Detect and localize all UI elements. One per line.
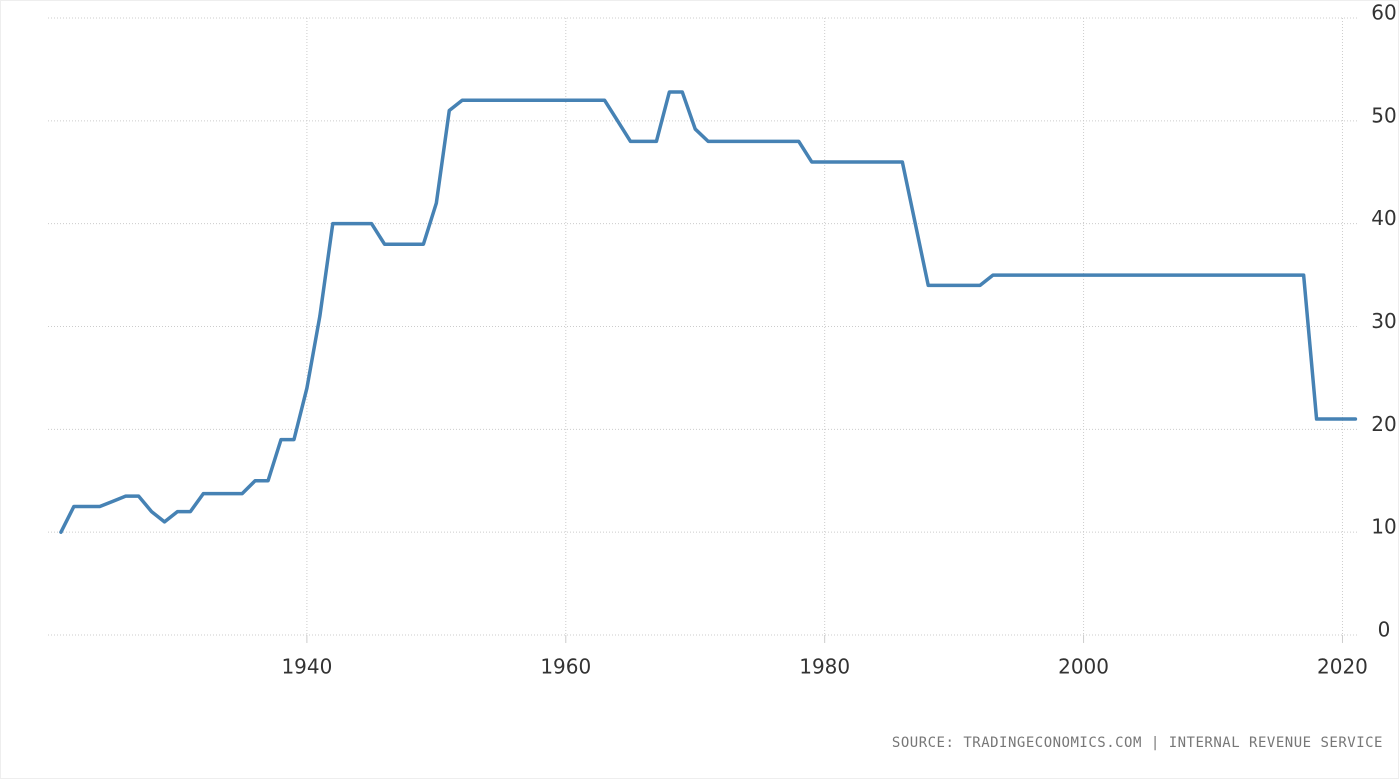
source: SOURCE: TRADINGECONOMICS.COM | INTERNAL … — [892, 735, 1383, 751]
line — [59, 90, 1358, 534]
y-tick-label: 60 — [1371, 1, 1396, 25]
x-tick-label: 2020 — [1317, 655, 1368, 679]
y-tick-label: 0 — [1378, 618, 1391, 642]
y-tick-label: 40 — [1371, 206, 1396, 230]
y-tick-label: 10 — [1371, 515, 1396, 539]
x-tick-label: 1940 — [281, 655, 332, 679]
y-tick-label: 30 — [1371, 309, 1396, 333]
x-tick-label: 1960 — [540, 655, 591, 679]
y-tick-label: 50 — [1371, 103, 1396, 127]
y-tick-label: 20 — [1371, 412, 1396, 436]
x-tick-label: 2000 — [1058, 655, 1109, 679]
x-tick-label: 1980 — [799, 655, 850, 679]
